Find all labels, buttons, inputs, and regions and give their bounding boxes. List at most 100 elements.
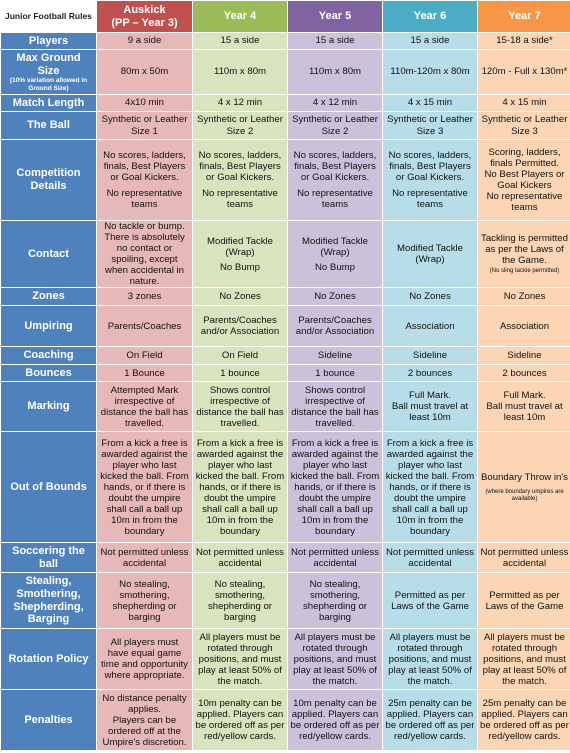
cell: Boundary Throw in's (where boundary umpir…: [478, 432, 570, 543]
cell: Not permitted unless accidental: [383, 543, 477, 573]
cell-line: Attempted Mark irrespective of distance …: [100, 384, 189, 429]
cell-line: Scoring, ladders, finals Permitted.: [488, 146, 561, 169]
cell: 120m - Full x 130m*: [478, 50, 570, 94]
cell: No scores, ladders, finals, Best Players…: [193, 140, 287, 220]
cell: All players must be rotated through posi…: [193, 629, 287, 690]
cell-line: No distance penalty applies.: [102, 692, 187, 715]
row-marking: Marking Attempted Mark irrespective of d…: [1, 382, 570, 432]
row-label: Coaching: [1, 347, 96, 365]
cell: Modified Tackle (Wrap): [383, 221, 477, 288]
row-label: Stealing, Smothering, Shepherding, Bargi…: [1, 573, 96, 629]
cell: 25m penalty can be applied. Players can …: [383, 690, 477, 751]
cell-line: No scores, ladders, finals, Best Players…: [103, 150, 186, 184]
cell-line: Size 3: [416, 125, 444, 137]
cell: 15-18 a side*: [478, 33, 570, 49]
row-label: Competition Details: [1, 140, 96, 220]
cell: No stealing, smothering, shepherding or …: [288, 573, 382, 629]
cell: 1 Bounce: [97, 365, 192, 382]
column-header-year5: Year 5: [288, 1, 382, 32]
row-label: The Ball: [1, 112, 96, 139]
cell: On Field: [193, 347, 287, 365]
cell: No distance penalty applies. Players can …: [97, 690, 192, 751]
cell-line: 25m penalty can be applied. Players can …: [385, 698, 475, 743]
cell-line: Players can be ordered off at the Umpire…: [102, 714, 187, 748]
cell: Sideline: [478, 347, 570, 365]
row-contact: Contact No tackle or bump. There is abso…: [1, 221, 570, 288]
row-label: Penalties: [1, 690, 96, 751]
cell-line: Tackling is permitted as per the Laws of…: [481, 233, 568, 267]
cell: No Zones: [288, 288, 382, 306]
cell: 4 x 15 min: [383, 95, 477, 111]
cell: No stealing, smothering, shepherding or …: [193, 573, 287, 629]
column-subtitle: (PP – Year 3): [111, 16, 178, 29]
cell: No stealing, smothering, shepherding or …: [97, 573, 192, 629]
column-header-year6: Year 6: [383, 1, 477, 32]
cell: 110m-120m x 80m: [383, 50, 477, 94]
row-label: Contact: [1, 221, 96, 288]
cell: From a kick a free is awarded against th…: [193, 432, 287, 543]
cell-line: Synthetic or Leather: [481, 114, 568, 126]
cell-line: No representative teams: [202, 187, 278, 210]
cell: Tackling is permitted as per the Laws of…: [478, 221, 570, 288]
column-header-year7: Year 7: [478, 1, 570, 32]
table-title: Junior Football Rules: [1, 1, 96, 32]
cell: All players must be rotated through posi…: [478, 629, 570, 690]
row-label: Max Ground Size (10% variation allowed in…: [1, 50, 96, 94]
cell: Not permitted unless accidental: [288, 543, 382, 573]
cell-note: (No sling tackle permitted): [489, 268, 560, 275]
row-match-length: Match Length 4x10 min 4 x 12 min 4 x 12 …: [1, 95, 570, 111]
row-umpiring: Umpiring Parents/Coaches Parents/Coaches…: [1, 306, 570, 347]
cell: 10m penalty can be applied. Players can …: [288, 690, 382, 751]
cell: Modified Tackle (Wrap) No Bump: [288, 221, 382, 288]
cell-line: No representative teams: [486, 191, 563, 214]
cell: Synthetic or Leather Size 3: [383, 112, 477, 139]
cell: Not permitted unless accidental: [478, 543, 570, 573]
cell: All players must have equal game time an…: [97, 629, 192, 690]
row-label: Zones: [1, 288, 96, 306]
cell: On Field: [97, 347, 192, 365]
cell: No scores, ladders, finals, Best Players…: [383, 140, 477, 220]
cell-line: No representative teams: [297, 187, 373, 210]
cell: Synthetic or Leather Size 2: [288, 112, 382, 139]
row-penalties: Penalties No distance penalty applies. Pl…: [1, 690, 570, 751]
row-ground-size: Max Ground Size (10% variation allowed in…: [1, 50, 570, 94]
cell: Parents/Coaches and/or Association: [288, 306, 382, 347]
cell-line: Size 1: [131, 125, 158, 137]
cell-note: (where boundary umpires are available): [485, 488, 564, 502]
cell: 4 x 15 min: [478, 95, 570, 111]
cell: No scores, ladders, finals, Best Players…: [288, 140, 382, 220]
row-label: Umpiring: [1, 306, 96, 347]
cell: 2 bounces: [478, 365, 570, 382]
cell-line: Shows control irrespective of distance t…: [196, 384, 284, 429]
cell-line: Boundary Throw in's: [481, 471, 568, 483]
cell: 4x10 min: [97, 95, 192, 111]
row-competition-details: Competition Details No scores, ladders, …: [1, 140, 570, 220]
cell: All players must be rotated through posi…: [288, 629, 382, 690]
cell-line: Synthetic or Leather: [197, 114, 283, 126]
row-soccering: Soccering the ball Not permitted unless …: [1, 543, 570, 573]
cell: Modified Tackle (Wrap) No Bump: [193, 221, 287, 288]
cell: Shows control irrespective of distance t…: [193, 382, 287, 432]
cell: No Zones: [478, 288, 570, 306]
cell: Sideline: [383, 347, 477, 365]
cell: No Zones: [193, 288, 287, 306]
cell-line: No scores, ladders, finals, Best Players…: [293, 150, 377, 184]
column-title: Auskick: [123, 3, 166, 16]
cell: No tackle or bump. There is absolutely n…: [97, 221, 192, 288]
cell-line: No Bump: [220, 261, 260, 273]
cell-line: No tackle or bump. There is absolutely n…: [104, 221, 185, 288]
cell: Not permitted unless accidental: [193, 543, 287, 573]
row-label: Bounces: [1, 365, 96, 382]
cell-line: 25m penalty can be applied. Players can …: [480, 698, 569, 743]
cell-line: Modified Tackle (Wrap): [207, 235, 273, 258]
cell: Parents/Coaches: [97, 306, 192, 347]
row-label-text: Max Ground Size: [16, 51, 81, 77]
cell: Attempted Mark irrespective of distance …: [97, 382, 192, 432]
cell-line: 10m penalty can be applied. Players can …: [195, 698, 285, 743]
row-out-of-bounds: Out of Bounds From a kick a free is awar…: [1, 432, 570, 543]
header-row: Junior Football Rules Auskick (PP – Year …: [1, 1, 570, 32]
cell: Parents/Coaches and/or Association: [193, 306, 287, 347]
cell: Permitted as per Laws of the Game: [383, 573, 477, 629]
row-players: Players 9 a side 15 a side 15 a side 15 …: [1, 33, 570, 49]
cell: Scoring, ladders, finals Permitted. No Be…: [478, 140, 570, 220]
